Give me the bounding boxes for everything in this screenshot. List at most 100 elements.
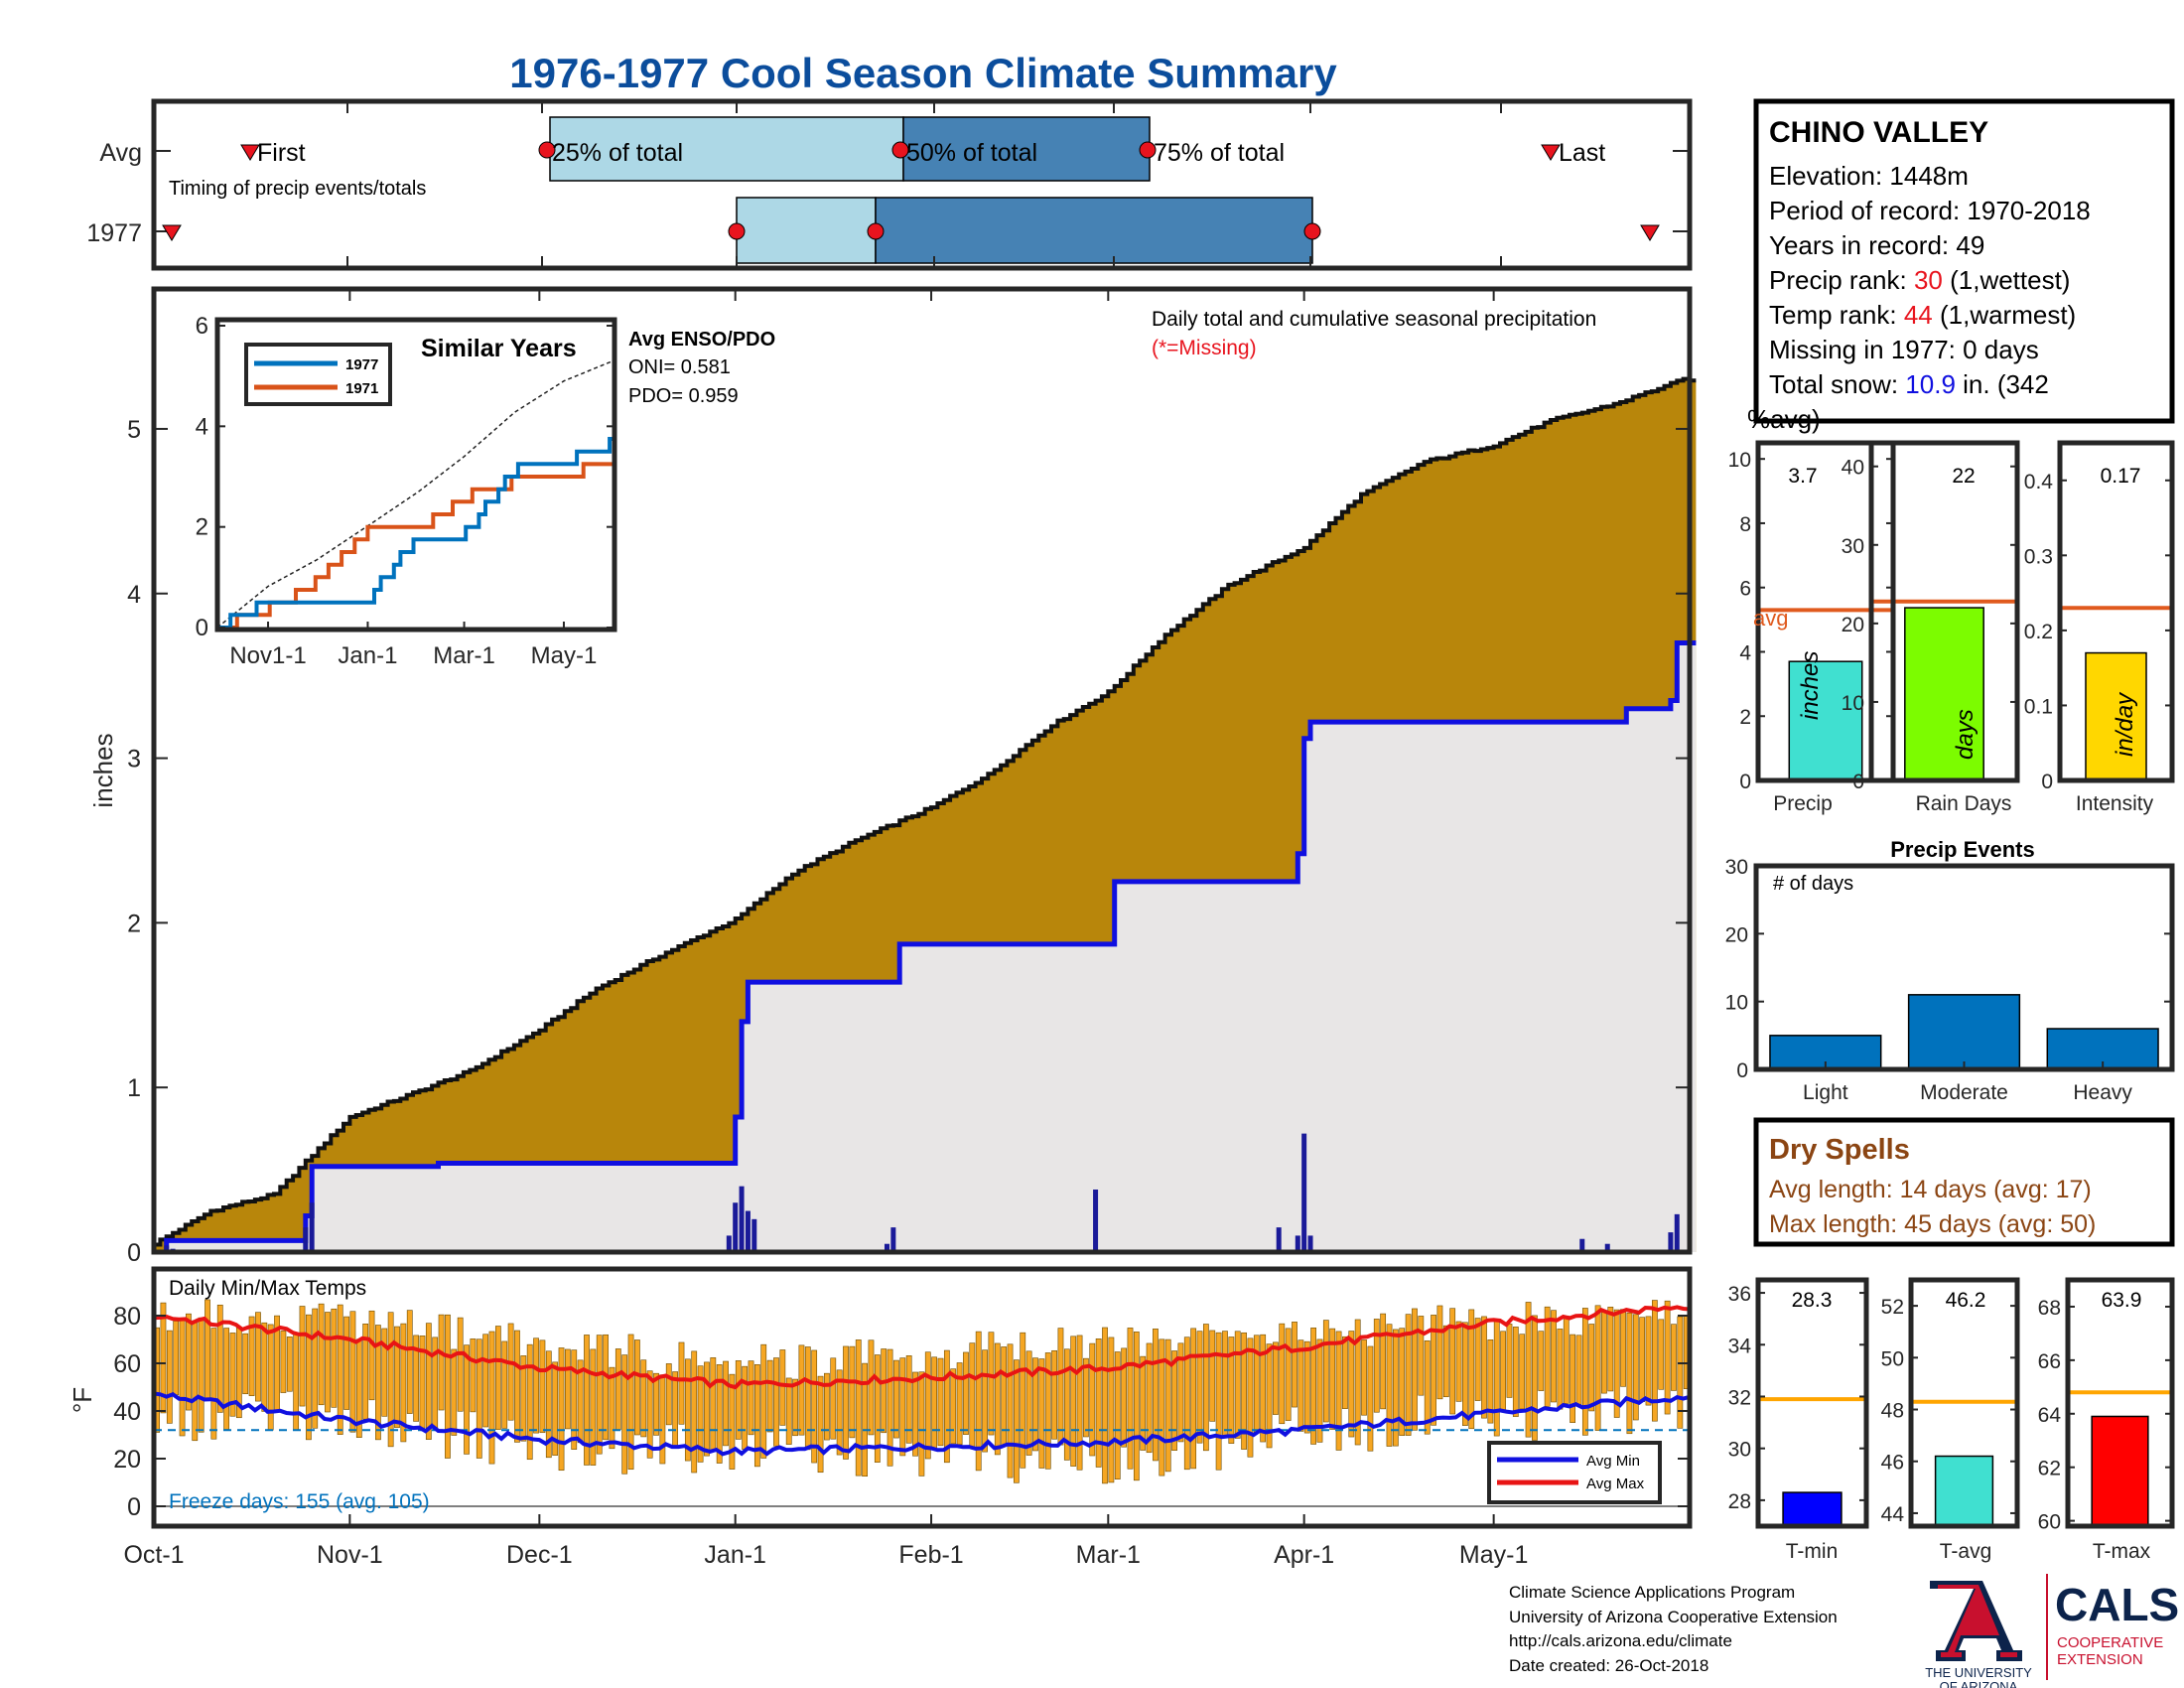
daily-temp-bar xyxy=(943,1349,950,1464)
enso-pdo: PDO= 0.959 xyxy=(628,385,739,407)
daily-temp-bar xyxy=(1664,1300,1671,1415)
inset-x-tick-label: Nov1-1 xyxy=(229,642,306,669)
intensity-bar xyxy=(2085,651,2147,781)
tavg-tick-label: 52 xyxy=(1881,1296,1904,1319)
daily-temp-bar xyxy=(1412,1308,1418,1431)
dry-avg-length: Avg length: 14 days (avg: 17) xyxy=(1769,1176,2092,1203)
daily-temp-bar xyxy=(723,1360,729,1447)
legend-avg-min-label: Avg Min xyxy=(1586,1453,1640,1470)
daily-temp-bar xyxy=(1449,1308,1456,1415)
intensity-unit: in/day xyxy=(2112,691,2138,757)
daily-temp-bar xyxy=(1613,1309,1620,1418)
tmax-value: 63.9 xyxy=(2102,1289,2142,1312)
daily-temp-bar xyxy=(785,1377,792,1445)
daily-temp-bar xyxy=(1512,1327,1519,1417)
daily-temp-bar xyxy=(1310,1328,1316,1445)
daily-temp-bar xyxy=(609,1366,615,1450)
daily-temp-bar xyxy=(1108,1336,1115,1483)
inset-plot-area xyxy=(216,359,615,630)
raindays-tick-label: 40 xyxy=(1842,457,1864,480)
daily-precip-bar xyxy=(1295,1235,1300,1252)
daily-temp-bar xyxy=(1032,1357,1038,1452)
legend-1977-label: 1977 xyxy=(345,356,378,373)
footer-url[interactable]: http://cals.arizona.edu/climate xyxy=(1509,1631,1732,1650)
tmax-tick-label: 62 xyxy=(2038,1458,2061,1480)
main-missing-note: (*=Missing) xyxy=(1152,337,1257,359)
intensity-tick-label: 0.2 xyxy=(2024,621,2053,643)
tmin-label: T-min xyxy=(1786,1540,1839,1563)
daily-temp-bar xyxy=(1519,1334,1526,1410)
daily-temp-bar xyxy=(1153,1329,1159,1462)
temp-title: Daily Min/Max Temps xyxy=(169,1277,366,1300)
daily-temp-bar xyxy=(1260,1334,1267,1443)
daily-temp-bar xyxy=(1057,1328,1064,1446)
daily-temp-bar xyxy=(1462,1322,1468,1426)
enso-title: Avg ENSO/PDO xyxy=(628,329,775,351)
daily-temp-bar xyxy=(425,1323,432,1440)
tmin-panel-frame xyxy=(1755,1277,1869,1529)
daily-temp-bar xyxy=(1405,1314,1412,1436)
first-marker-1977 xyxy=(162,224,182,241)
daily-temp-bar xyxy=(1322,1320,1329,1423)
daily-temp-bar xyxy=(1089,1342,1096,1457)
daily-temp-bar xyxy=(982,1349,988,1453)
daily-temp-bar xyxy=(899,1357,906,1457)
events-y-tick-label: 30 xyxy=(1725,856,1748,879)
daily-temp-bar xyxy=(1373,1319,1380,1413)
precip-unit: inches xyxy=(1797,651,1824,720)
season-cumulative-fill xyxy=(154,642,1697,1252)
daily-temp-bar xyxy=(1228,1336,1235,1444)
daily-precip-bar xyxy=(890,1227,896,1252)
daily-temp-bar xyxy=(710,1357,717,1452)
daily-temp-bar xyxy=(804,1346,811,1451)
intensity-value: 0.17 xyxy=(2101,465,2141,488)
daily-temp-bar xyxy=(1159,1338,1165,1477)
daily-temp-bar xyxy=(1354,1319,1361,1446)
daily-temp-bar xyxy=(1038,1358,1045,1469)
cals-logo: CALS COOPERATIVE EXTENSION xyxy=(2055,1579,2179,1668)
timing-first-label: First xyxy=(257,139,306,167)
daily-temp-bar xyxy=(874,1354,881,1463)
daily-temp-bar xyxy=(748,1360,754,1436)
daily-temp-bar xyxy=(824,1372,830,1441)
daily-temp-bar xyxy=(1316,1338,1323,1443)
station-frame xyxy=(1753,98,2175,424)
temp-y-tick-label: 60 xyxy=(113,1350,141,1378)
daily-temp-bar xyxy=(1076,1335,1083,1471)
events-title: Precip Events xyxy=(1890,837,2035,862)
timing-row-avg: Avg xyxy=(99,139,142,167)
x-tick-label: Jan-1 xyxy=(704,1541,766,1569)
intensity-tick-label: 0.4 xyxy=(2024,471,2054,493)
daily-temp-bar xyxy=(267,1324,274,1431)
tmin-tick-label: 36 xyxy=(1728,1283,1751,1306)
daily-temp-bar xyxy=(584,1335,590,1466)
daily-temp-bar xyxy=(1594,1305,1601,1431)
y-tick-label: 2 xyxy=(127,910,141,937)
dry-frame xyxy=(1753,1117,2175,1247)
daily-temp-bar xyxy=(1538,1331,1545,1391)
daily-temp-bar xyxy=(1557,1329,1564,1410)
timing-panel: Avg 1977 Timing of precip events/totals … xyxy=(86,98,1693,271)
daily-temp-bar xyxy=(1183,1336,1190,1471)
main-frame xyxy=(151,286,1693,1255)
dry-max-length: Max length: 45 days (avg: 50) xyxy=(1769,1210,2096,1238)
daily-temp-bar xyxy=(1083,1357,1089,1438)
daily-temp-bar xyxy=(614,1348,621,1431)
inset-title: Similar Years xyxy=(421,335,577,362)
daily-temp-bar xyxy=(887,1348,893,1467)
daily-precip-bar xyxy=(303,1227,309,1252)
station-snow-pct: %avg) xyxy=(1747,404,1821,434)
daily-temp-bar xyxy=(501,1340,508,1429)
temp-bars: 28 30 32 34 36 44 46 48 50 52 60 62 64 66 68 28.3 46.2… xyxy=(1728,1277,2175,1563)
raindays-unit: days xyxy=(1952,709,1979,760)
daily-temp-bar xyxy=(988,1332,995,1436)
daily-temp-bar xyxy=(1329,1328,1336,1430)
timing-q25-label: 25% of total xyxy=(552,139,683,167)
daily-temp-bar xyxy=(1196,1331,1203,1444)
daily-temp-bar xyxy=(1222,1331,1228,1439)
daily-temp-bar xyxy=(1436,1305,1443,1400)
daily-temp-bar xyxy=(1455,1321,1462,1402)
daily-temp-bar xyxy=(924,1351,931,1460)
daily-temp-bar xyxy=(950,1368,957,1445)
precip-value: 3.7 xyxy=(1788,465,1817,488)
